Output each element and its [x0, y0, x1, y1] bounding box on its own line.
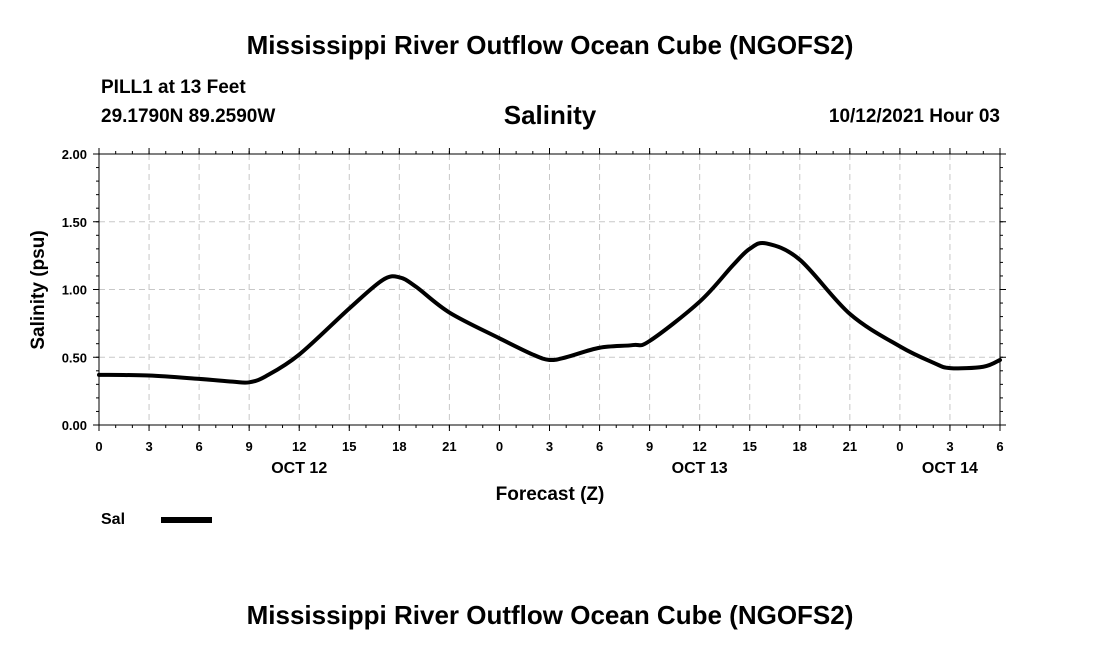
y-tick-label: 1.50 [62, 215, 87, 230]
x-tick-label: 18 [793, 439, 807, 454]
x-tick-label: 21 [442, 439, 456, 454]
x-tick-label: 18 [392, 439, 406, 454]
x-tick-label: 15 [342, 439, 356, 454]
day-label: OCT 12 [271, 460, 327, 477]
day-label: OCT 13 [672, 460, 728, 477]
axis-ticks [93, 148, 1006, 431]
x-tick-label: 9 [646, 439, 653, 454]
y-tick-label: 2.00 [62, 147, 87, 162]
legend: Sal [101, 511, 212, 528]
y-tick-label: 0.50 [62, 350, 87, 365]
forecast-datetime: 10/12/2021 Hour 03 [828, 106, 1000, 127]
legend-label-sal: Sal [101, 511, 125, 528]
chart-title: Salinity [503, 100, 597, 130]
day-label: OCT 14 [922, 460, 978, 477]
y-tick-label: 1.00 [62, 283, 87, 298]
x-tick-label: 3 [946, 439, 953, 454]
x-axis-label: Forecast (Z) [496, 484, 605, 505]
y-axis-label: Salinity (psu) [28, 230, 49, 349]
x-tick-label: 3 [546, 439, 553, 454]
x-tick-labels: 0 3 6 9 12 15 18 21 0 3 6 9 12 15 18 21 0 3 6 [95, 439, 1003, 454]
x-tick-label: 0 [496, 439, 503, 454]
x-tick-label: 6 [996, 439, 1003, 454]
x-tick-label: 12 [292, 439, 306, 454]
x-tick-label: 12 [692, 439, 706, 454]
page-title-top: Mississippi River Outflow Ocean Cube (NG… [246, 30, 854, 60]
x-tick-label: 9 [246, 439, 253, 454]
y-tick-label: 0.00 [62, 418, 87, 433]
x-tick-label: 0 [896, 439, 903, 454]
grid-lines [99, 154, 1000, 425]
x-tick-label: 21 [843, 439, 857, 454]
y-tick-labels: 0.00 0.50 1.00 1.50 2.00 [62, 147, 87, 433]
x-tick-label: 6 [195, 439, 202, 454]
sal-series-line [97, 240, 1002, 385]
station-coordinates: 29.1790N 89.2590W [101, 106, 276, 127]
x-tick-label: 3 [145, 439, 152, 454]
x-tick-label: 6 [596, 439, 603, 454]
x-tick-label: 0 [95, 439, 102, 454]
station-name: PILL1 at 13 Feet [101, 77, 246, 98]
x-tick-label: 15 [742, 439, 756, 454]
page-title-bottom: Mississippi River Outflow Ocean Cube (NG… [246, 600, 854, 630]
day-labels: OCT 12 OCT 13 OCT 14 [271, 460, 978, 477]
